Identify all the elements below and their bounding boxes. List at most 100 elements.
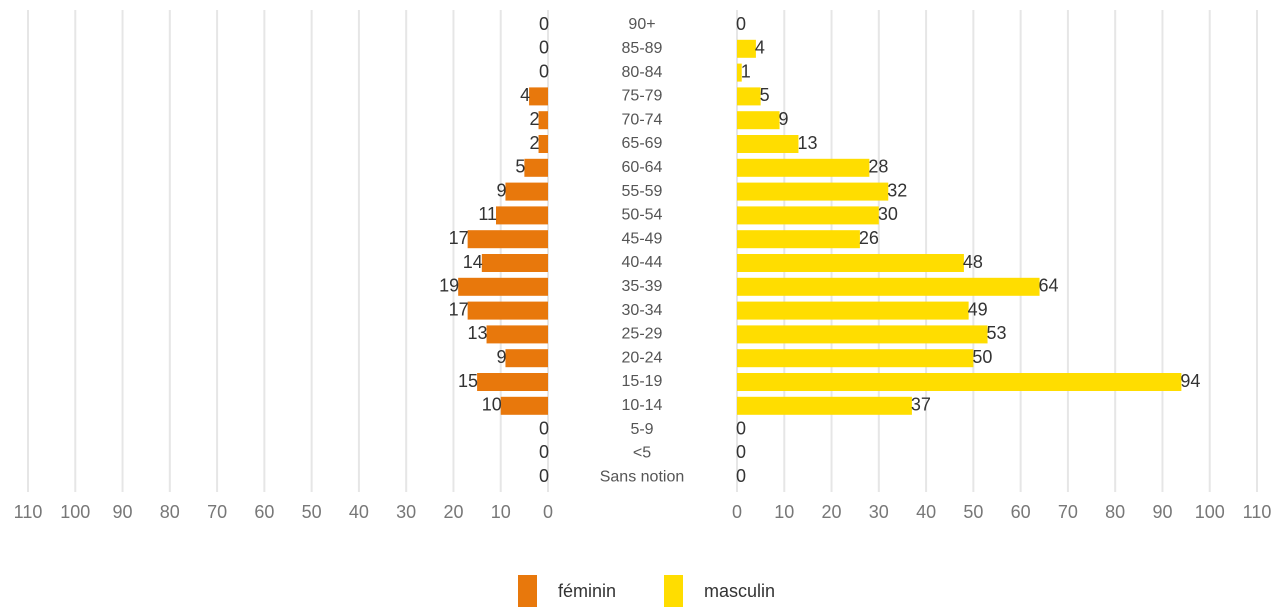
value-label: 0 [539,14,549,34]
x-tick-label: 80 [1105,502,1125,522]
value-label: 32 [887,180,907,200]
value-label: 1 [741,61,751,81]
x-tick-label: 100 [1195,502,1225,522]
bar [737,63,742,82]
category-label: <5 [633,445,651,462]
bar [486,325,548,344]
value-label: 94 [1180,371,1200,391]
value-label: 4 [755,38,765,58]
x-tick-label: 70 [1058,502,1078,522]
category-label: 75-79 [622,88,663,105]
legend-label: masculin [704,581,775,601]
x-tick-label: 70 [207,502,227,522]
category-label: 70-74 [622,111,663,128]
value-label: 50 [972,347,992,367]
value-label: 0 [539,442,549,462]
value-label: 0 [736,466,746,486]
x-tick-label: 20 [443,502,463,522]
bar [529,87,548,106]
value-label: 9 [779,109,789,129]
value-label: 10 [482,395,502,415]
category-label: 20-24 [622,349,663,366]
category-label: 35-39 [622,278,663,295]
value-label: 48 [963,252,983,272]
bar [737,396,912,415]
category-label: 25-29 [622,326,663,343]
value-label: 0 [736,14,746,34]
value-label: 28 [868,157,888,177]
bar [737,135,799,153]
x-tick-label: 100 [60,502,90,522]
bar [737,277,1040,296]
value-label: 17 [449,228,469,248]
bar [737,349,974,368]
value-label: 13 [468,323,488,343]
value-label: 26 [859,228,879,248]
x-tick-label: 20 [822,502,842,522]
value-label: 14 [463,252,483,272]
value-label: 53 [987,323,1007,343]
category-label: 30-34 [622,302,663,319]
bar [458,277,548,296]
value-label: 4 [520,85,530,105]
x-tick-label: 40 [349,502,369,522]
bar [477,373,548,391]
x-tick-label: 90 [113,502,133,522]
value-label: 5 [515,157,525,177]
x-tick-label: 50 [963,502,983,522]
x-tick-label: 50 [302,502,322,522]
x-tick-label: 110 [1243,502,1272,522]
category-label: 85-89 [622,40,663,57]
bar [737,182,889,201]
bar [538,135,548,153]
value-label: 9 [496,347,506,367]
category-label: 90+ [628,16,655,33]
bar [538,111,548,130]
value-label: 15 [458,371,478,391]
bar [737,87,761,106]
category-label: 5-9 [630,421,653,438]
x-tick-label: 30 [396,502,416,522]
category-label: 15-19 [622,373,663,390]
category-label: 60-64 [622,159,663,176]
value-label: 37 [911,395,931,415]
x-tick-label: 0 [543,502,553,522]
category-label: 40-44 [622,254,663,271]
bar [505,182,548,201]
value-label: 13 [797,133,817,153]
legend-label: féminin [558,581,616,601]
category-label: Sans notion [600,468,685,485]
bar [737,158,870,177]
x-tick-label: 0 [732,502,742,522]
bar [467,230,548,249]
x-tick-label: 60 [1011,502,1031,522]
x-tick-label: 90 [1152,502,1172,522]
bar [737,301,969,320]
category-label: 55-59 [622,183,663,200]
x-tick-label: 30 [869,502,889,522]
x-tick-label: 60 [254,502,274,522]
bar [737,373,1182,391]
bar [496,206,548,225]
x-tick-label: 10 [774,502,794,522]
category-label: 45-49 [622,230,663,247]
value-label: 30 [878,204,898,224]
value-label: 2 [530,109,540,129]
value-label: 64 [1039,276,1059,296]
value-label: 0 [539,38,549,58]
bar [467,301,548,320]
category-label: 10-14 [622,397,663,414]
bar [737,230,860,249]
x-tick-label: 80 [160,502,180,522]
bar [481,254,548,272]
bar [737,39,756,58]
category-label: 65-69 [622,135,663,152]
value-label: 0 [736,418,746,438]
value-label: 2 [530,133,540,153]
value-label: 0 [539,61,549,81]
value-label: 5 [760,85,770,105]
legend-swatch [664,575,683,607]
bar [505,349,548,368]
value-label: 0 [539,466,549,486]
